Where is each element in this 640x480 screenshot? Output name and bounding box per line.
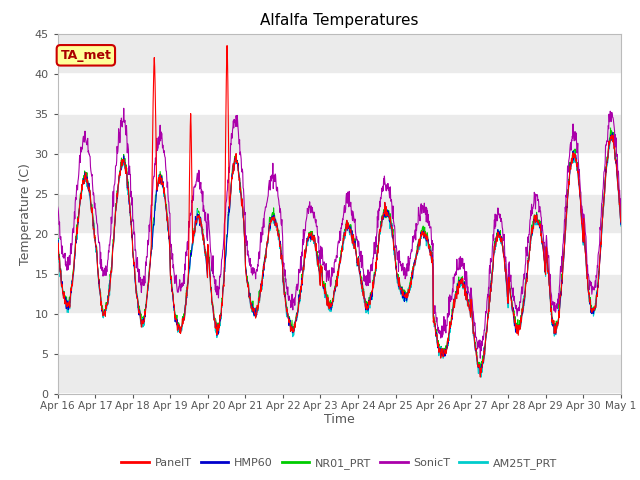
Y-axis label: Temperature (C): Temperature (C): [19, 163, 31, 264]
Bar: [58, 313, 621, 354]
X-axis label: Time: Time: [324, 413, 355, 426]
Title: Alfalfa Temperatures: Alfalfa Temperatures: [260, 13, 419, 28]
Legend: PanelT, HMP60, NR01_PRT, SonicT, AM25T_PRT: PanelT, HMP60, NR01_PRT, SonicT, AM25T_P…: [117, 453, 561, 473]
Bar: [58, 234, 621, 274]
Bar: [58, 154, 621, 193]
Bar: [58, 73, 621, 114]
Text: TA_met: TA_met: [60, 49, 111, 62]
